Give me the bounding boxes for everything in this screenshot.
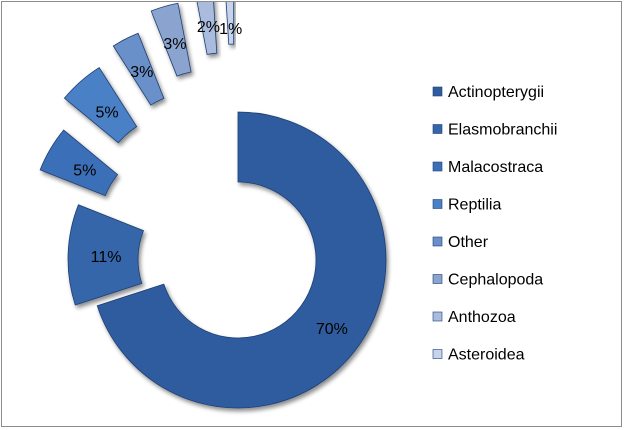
slice-reptilia	[63, 66, 138, 144]
legend-swatch-cephalopoda	[432, 274, 443, 284]
legend-label-elasmobranchii: Elasmobranchii	[448, 122, 557, 139]
slice-label-asteroidea: 1%	[219, 21, 242, 38]
slice-cephalopoda	[150, 2, 192, 77]
slice-label-malacostraca: 5%	[73, 162, 96, 179]
slice-malacostraca	[39, 129, 119, 197]
slice-asteroidea	[225, 2, 235, 45]
legend: Actinopterygii Elasmobranchii Malacostraca…	[432, 84, 557, 364]
slice-label-reptilia: 5%	[95, 104, 118, 121]
legend-swatch-elasmobranchii	[432, 124, 443, 134]
legend-label-actinopterygii: Actinopterygii	[448, 84, 544, 101]
slice-label-cephalopoda: 3%	[163, 36, 186, 53]
slice-label-actinopterygii: 70%	[316, 321, 348, 338]
legend-swatch-other	[432, 236, 443, 247]
slice-label-other: 3%	[130, 64, 153, 81]
slice-actinopterygii	[96, 111, 387, 409]
doughnut-slices	[39, 2, 387, 409]
legend-swatch-asteroidea	[432, 349, 443, 359]
legend-swatch-actinopterygii	[432, 86, 443, 97]
legend-label-anthozoa: Anthozoa	[448, 309, 516, 326]
slice-anthozoa	[196, 2, 218, 55]
legend-label-malacostraca: Malacostraca	[448, 159, 543, 176]
legend-swatch-malacostraca	[432, 161, 443, 172]
legend-swatch-reptilia	[432, 199, 443, 209]
slice-other	[112, 32, 165, 106]
legend-label-asteroidea: Asteroidea	[448, 347, 525, 364]
legend-label-reptilia: Reptilia	[448, 197, 501, 214]
slice-labels: 70% 11% 5% 5% 3% 3% 2% 1%	[73, 19, 348, 338]
slice-label-elasmobranchii: 11%	[91, 249, 122, 266]
legend-swatch-anthozoa	[432, 311, 443, 322]
legend-label-cephalopoda: Cephalopoda	[448, 272, 543, 289]
slice-label-anthozoa: 2%	[197, 19, 220, 36]
slice-elasmobranchii	[67, 204, 145, 306]
legend-label-other: Other	[448, 234, 489, 251]
